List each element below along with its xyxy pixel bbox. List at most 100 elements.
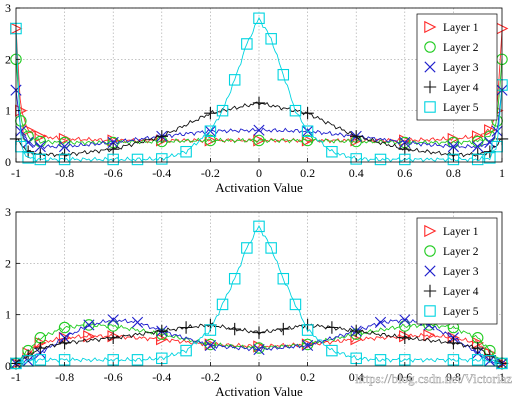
x-tick-label: -0.6 (104, 166, 123, 180)
legend-label: Layer 3 (443, 62, 479, 74)
data-point (58, 336, 71, 350)
data-point (471, 130, 485, 143)
data-point (302, 125, 314, 137)
y-tick-label: 1 (5, 308, 11, 322)
data-point (471, 354, 484, 366)
data-point (399, 136, 411, 149)
legend-label: Layer 2 (443, 246, 479, 258)
data-point (252, 326, 266, 339)
legend-marker (424, 20, 437, 34)
data-point (107, 314, 119, 326)
watermark: https://blog.csdn.net/Victoriaz (355, 371, 512, 386)
data-point (83, 330, 96, 343)
x-axis-label: Activation Value (215, 180, 303, 195)
data-point (253, 134, 265, 147)
data-point (204, 134, 217, 147)
data-point (107, 320, 119, 332)
data-point (326, 145, 338, 158)
x-tick-label: 0.8 (446, 166, 461, 180)
y-tick-label: 3 (5, 1, 11, 15)
data-point (83, 319, 95, 331)
x-tick-label: 0.4 (349, 370, 364, 384)
data-point (253, 343, 265, 356)
x-tick-label: -0.2 (201, 370, 220, 384)
legend-label: Layer 2 (443, 42, 479, 54)
data-point (179, 321, 193, 334)
data-point (471, 341, 484, 355)
series-line-5 (15, 16, 503, 163)
data-point (58, 136, 71, 149)
data-point (34, 141, 46, 153)
data-point (58, 132, 72, 145)
chart-panel-2: -1 -0.8 -0.6 -0.4 -0.2 0 0.2 0.4 0.6 0.8 1 0 1 2 3 Acti… (5, 205, 509, 399)
legend-label: Layer 4 (443, 82, 479, 94)
data-point (204, 107, 217, 120)
data-point (34, 332, 47, 344)
data-point (301, 134, 314, 147)
data-point (301, 125, 314, 137)
x-tick-label: 1 (499, 370, 505, 384)
data-point (447, 141, 459, 153)
data-point (423, 329, 436, 342)
legend-marker (424, 305, 436, 317)
data-point (399, 314, 411, 326)
series-line-1 (15, 332, 503, 366)
data-point (204, 338, 217, 351)
data-point (253, 220, 265, 233)
data-point (398, 142, 411, 156)
data-point (399, 153, 411, 166)
data-point (484, 124, 497, 137)
x-axis-label: Activation Value (215, 384, 303, 399)
data-point (491, 125, 503, 137)
data-point (374, 316, 387, 328)
data-point (22, 152, 34, 164)
data-point (155, 130, 168, 143)
data-point (350, 130, 363, 143)
data-point (241, 242, 253, 254)
data-point (301, 107, 314, 120)
data-point (22, 136, 34, 149)
x-tick-label: 0.2 (300, 370, 315, 384)
x-tick-label: -1 (11, 166, 21, 180)
data-point (228, 74, 241, 86)
x-tick-label: 0.6 (397, 166, 412, 180)
x-tick-label: 0.6 (397, 370, 412, 384)
data-point (83, 319, 95, 331)
data-point (484, 136, 496, 149)
data-point (204, 339, 216, 352)
data-point (58, 153, 71, 166)
legend-label: Layer 5 (443, 102, 479, 114)
series-3 (10, 314, 508, 370)
data-point (289, 104, 302, 117)
x-tick-label: 0.2 (300, 166, 315, 180)
legend: Layer 1 Layer 2 Layer 3 Layer 4 Layer 5 (416, 13, 498, 121)
data-point (241, 38, 253, 50)
x-tick-label: 0.8 (446, 370, 461, 384)
data-point (155, 324, 168, 338)
y-tick-label: 0 (5, 359, 11, 373)
data-point (265, 33, 277, 45)
y-tick-label: 3 (5, 205, 11, 219)
data-point (228, 272, 241, 285)
data-point (107, 331, 120, 344)
x-tick-label: -0.4 (152, 166, 171, 180)
y-tick-label: 2 (5, 256, 11, 270)
x-tick-label: 0 (256, 166, 262, 180)
data-point (301, 324, 314, 336)
x-tick-label: -0.6 (104, 370, 123, 384)
data-point (484, 152, 496, 164)
x-tick-label: 0 (256, 370, 262, 384)
data-point (156, 153, 168, 165)
y-tick-label: 1 (5, 104, 11, 118)
data-point (277, 272, 290, 285)
legend-label: Layer 4 (443, 286, 479, 298)
data-point (180, 145, 192, 158)
data-point (447, 336, 460, 350)
legend-marker (423, 284, 437, 298)
x-tick-label: -0.4 (152, 370, 171, 384)
x-tick-label: 1 (499, 166, 505, 180)
data-point (58, 321, 71, 334)
data-point (204, 125, 217, 137)
data-point (107, 153, 119, 166)
